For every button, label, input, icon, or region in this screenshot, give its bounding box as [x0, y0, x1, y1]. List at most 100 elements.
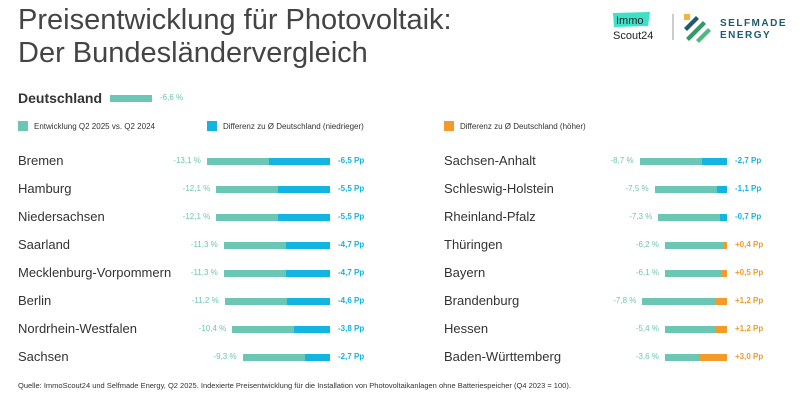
- bar: [232, 326, 330, 333]
- state-name: Bremen: [18, 153, 64, 168]
- value-label: -6,2 %: [635, 240, 659, 249]
- value-label: -11,3 %: [190, 240, 218, 249]
- bar-segment-base: [223, 242, 286, 249]
- legend-item-base: Entwicklung Q2 2025 vs. Q2 2024: [18, 121, 155, 131]
- bar-segment-base: [224, 298, 287, 305]
- bar-segment-higher: [698, 354, 727, 361]
- bar: [206, 158, 330, 165]
- state-name: Sachsen-Anhalt: [444, 153, 536, 168]
- bar: [216, 186, 330, 193]
- bar-segment-base: [658, 214, 721, 221]
- logo-graphic: Immo Scout24 SELFMADE ENERGY: [613, 12, 787, 43]
- bar-segment-lower: [285, 270, 330, 277]
- legend-swatch: [207, 121, 217, 131]
- bar-row: Brandenburg -7,8 % +1,2 Pp: [0, 293, 800, 313]
- diff-label: -4,7 Pp: [338, 240, 365, 249]
- bar-segment-base: [232, 326, 295, 333]
- diff-label: +1,2 Pp: [735, 324, 764, 333]
- bar-row: Hamburg -12,1 % -5,5 Pp: [0, 181, 800, 201]
- bar-row: Bremen -13,1 % -6,5 Pp: [0, 153, 800, 173]
- legend-swatch: [444, 121, 454, 131]
- bar-segment-higher: [723, 242, 727, 249]
- bar: [223, 242, 330, 249]
- bar: [664, 354, 727, 361]
- bar-segment-base: [639, 158, 702, 165]
- bar-segment-base: [664, 242, 724, 249]
- value-label: -8,7 %: [610, 156, 634, 165]
- state-name: Niedersachsen: [18, 209, 105, 224]
- bar-segment-base: [242, 354, 305, 361]
- diff-label: +3,0 Pp: [735, 352, 764, 361]
- bar-segment-base: [664, 326, 716, 333]
- bar-segment-base: [223, 270, 286, 277]
- diff-label: -2,7 Pp: [735, 156, 762, 165]
- bar: [242, 354, 330, 361]
- state-name: Sachsen: [18, 349, 69, 364]
- bar-segment-lower: [286, 298, 330, 305]
- reference-value: -6,6 %: [160, 93, 184, 102]
- title-line-2: Der Bundesländervergleich: [18, 37, 368, 69]
- legend-item-higher: Differenz zu Ø Deutschland (höher): [444, 121, 586, 131]
- bar-segment-base: [216, 186, 279, 193]
- value-label: -6,1 %: [635, 268, 659, 277]
- bar-segment-lower: [716, 186, 727, 193]
- bar-segment-lower: [701, 158, 727, 165]
- diff-label: -5,5 Pp: [338, 184, 365, 193]
- bar-row: Hessen -5,4 % +1,2 Pp: [0, 321, 800, 341]
- state-name: Baden-Württemberg: [444, 349, 562, 364]
- bar: [654, 186, 727, 193]
- diff-label: +1,2 Pp: [735, 296, 764, 305]
- bar: [642, 298, 727, 305]
- diff-label: +0,4 Pp: [735, 240, 764, 249]
- reference-bar: [110, 95, 152, 102]
- bar-segment-lower: [268, 158, 330, 165]
- value-label: -10,4 %: [198, 324, 227, 333]
- svg-text:ENERGY: ENERGY: [720, 30, 771, 41]
- state-name: Hessen: [444, 321, 489, 336]
- page-title: Preisentwicklung für Photovoltaik: Der B…: [18, 4, 452, 70]
- bar: [216, 214, 330, 221]
- bar-segment-lower: [285, 242, 330, 249]
- bar-row: Berlin -11,2 % -4,6 Pp: [0, 293, 800, 313]
- value-label: -12,1 %: [182, 184, 211, 193]
- bar-segment-base: [664, 354, 699, 361]
- diff-label: -0,7 Pp: [735, 212, 762, 221]
- bar: [224, 298, 330, 305]
- bar-row: Sachsen -9,3 % -2,7 Pp: [0, 349, 800, 369]
- reference-label: Deutschland: [18, 90, 103, 106]
- state-name: Thüringen: [444, 237, 503, 252]
- svg-text:Scout24: Scout24: [613, 30, 653, 42]
- value-label: -7,8 %: [613, 296, 637, 305]
- logos: Immo Scout24 SELFMADE ENERGY: [610, 10, 790, 49]
- bar: [223, 270, 330, 277]
- bar-segment-base: [206, 158, 269, 165]
- legend-label: Differenz zu Ø Deutschland (niedrieger): [223, 121, 364, 131]
- value-label: -12,1 %: [182, 212, 211, 221]
- diff-label: -1,1 Pp: [735, 184, 762, 193]
- bar-row: Nordrhein-Westfalen -10,4 % -3,8 Pp: [0, 321, 800, 341]
- bar-row: Saarland -11,3 % -4,7 Pp: [0, 237, 800, 257]
- diff-label: -4,6 Pp: [338, 296, 365, 305]
- bar-segment-lower: [278, 186, 330, 193]
- diff-label: -3,8 Pp: [338, 324, 365, 333]
- value-label: -3,6 %: [635, 352, 659, 361]
- state-name: Hamburg: [18, 181, 72, 196]
- bar-row: Sachsen-Anhalt -8,7 % -2,7 Pp: [0, 153, 800, 173]
- bar-segment-higher: [715, 298, 727, 305]
- bar-segment-lower: [720, 214, 727, 221]
- diff-label: +0,5 Pp: [735, 268, 764, 277]
- state-name: Brandenburg: [444, 293, 520, 308]
- bar-row: Baden-Württemberg -3,6 % +3,0 Pp: [0, 349, 800, 369]
- diff-label: -5,5 Pp: [338, 212, 365, 221]
- diff-label: -4,7 Pp: [338, 268, 365, 277]
- legend-item-lower: Differenz zu Ø Deutschland (niedrieger): [207, 121, 364, 131]
- bar-row: Niedersachsen -12,1 % -5,5 Pp: [0, 209, 800, 229]
- value-label: -7,5 %: [625, 184, 649, 193]
- value-label: -7,3 %: [629, 212, 653, 221]
- bar-row: Bayern -6,1 % +0,5 Pp: [0, 265, 800, 285]
- svg-text:SELFMADE: SELFMADE: [720, 18, 787, 29]
- state-name: Mecklenburg-Vorpommern: [18, 265, 172, 280]
- state-name: Berlin: [18, 293, 52, 308]
- bar-row: Thüringen -6,2 % +0,4 Pp: [0, 237, 800, 257]
- bar: [664, 326, 727, 333]
